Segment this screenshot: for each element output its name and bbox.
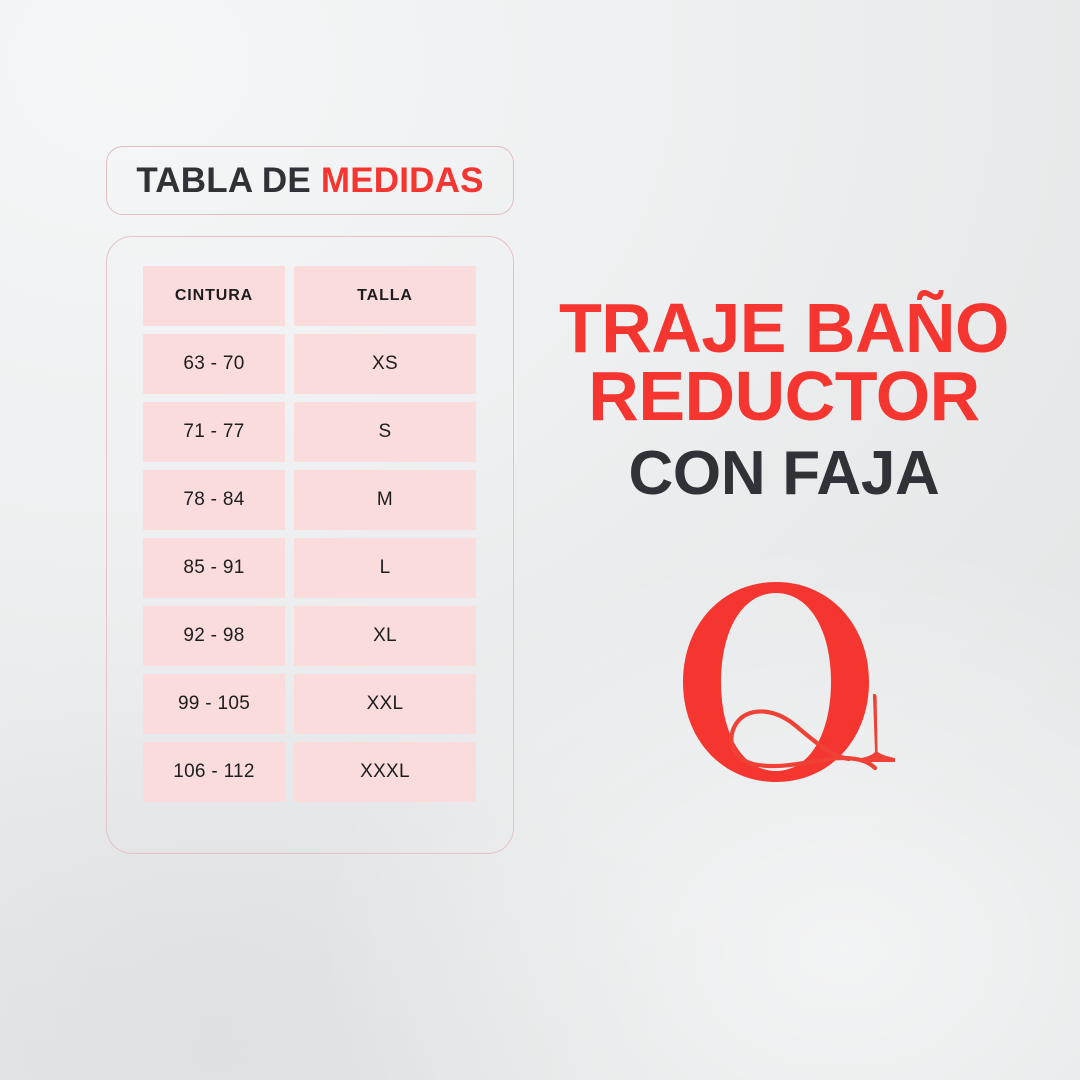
size-chart-table: CINTURA TALLA 63 - 70 XS 71 - 77 S 78 - … <box>143 266 476 810</box>
table-row: 85 - 91 L <box>143 538 476 598</box>
table-row: 63 - 70 XS <box>143 334 476 394</box>
product-headline: TRAJE BAÑO REDUCTOR CON FAJA <box>524 289 1044 508</box>
q-tail-swash-icon <box>729 715 878 771</box>
cell-waist: 78 - 84 <box>143 470 285 530</box>
table-row: 71 - 77 S <box>143 402 476 462</box>
column-header-talla: TALLA <box>294 266 476 326</box>
cell-size: XXXL <box>294 742 476 802</box>
column-header-cintura: CINTURA <box>143 266 285 326</box>
table-row: 99 - 105 XXL <box>143 674 476 734</box>
cell-waist: 71 - 77 <box>143 402 285 462</box>
page-title-highlight: MEDIDAS <box>320 161 484 200</box>
cell-size: XS <box>294 334 476 394</box>
cell-size: M <box>294 470 476 530</box>
cell-size: S <box>294 402 476 462</box>
headline-line-2: REDUCTOR <box>588 356 980 435</box>
q-bowl-icon <box>683 582 869 782</box>
cell-waist: 99 - 105 <box>143 674 285 734</box>
table-header-row: CINTURA TALLA <box>143 266 476 326</box>
cell-size: XL <box>294 606 476 666</box>
cell-waist: 85 - 91 <box>143 538 285 598</box>
headline-line-3: CON FAJA <box>628 438 940 508</box>
q-logo <box>663 576 909 808</box>
table-row: 92 - 98 XL <box>143 606 476 666</box>
size-chart-title-pill: TABLA DE MEDIDAS <box>106 146 514 215</box>
q-tail-cross-icon <box>738 709 852 762</box>
page-title-prefix: TABLA DE <box>136 161 321 200</box>
cell-waist: 92 - 98 <box>143 606 285 666</box>
page-title: TABLA DE MEDIDAS <box>136 163 483 198</box>
table-row: 78 - 84 M <box>143 470 476 530</box>
cell-size: XXL <box>294 674 476 734</box>
cell-waist: 63 - 70 <box>143 334 285 394</box>
cell-waist: 106 - 112 <box>143 742 285 802</box>
headline-line-1: TRAJE BAÑO <box>558 289 1010 367</box>
cell-size: L <box>294 538 476 598</box>
size-chart-card <box>106 236 514 854</box>
table-row: 106 - 112 XXXL <box>143 742 476 802</box>
